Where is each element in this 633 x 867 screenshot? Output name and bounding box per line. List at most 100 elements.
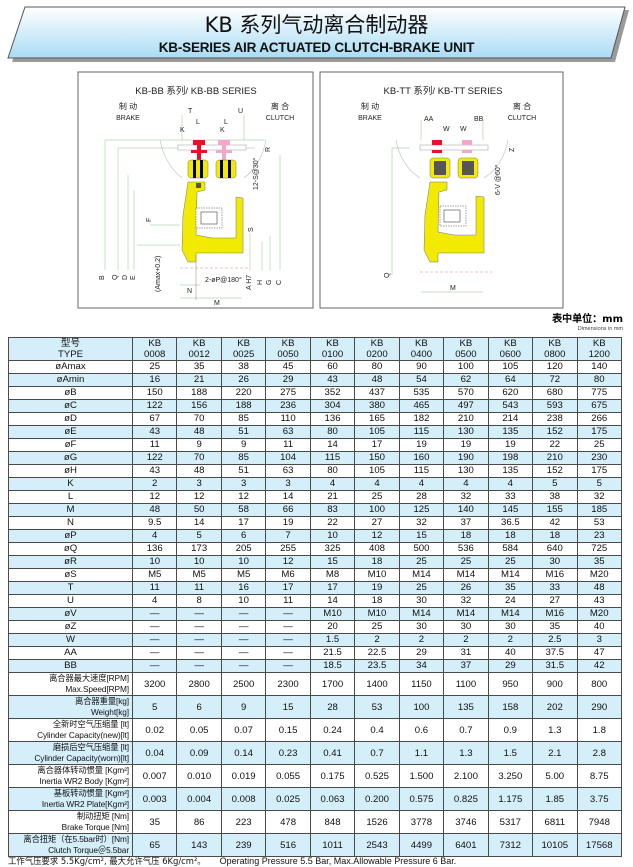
- table-cell: M10: [309, 607, 356, 621]
- table-cell: 17: [354, 438, 400, 452]
- table-cell: 0.025: [265, 787, 311, 811]
- table-cell: 0.7: [443, 718, 489, 742]
- table-cell: —: [220, 646, 267, 660]
- table-cell: 584: [487, 542, 534, 556]
- table-cell: 29: [487, 659, 534, 673]
- table-cell: 220: [220, 386, 267, 400]
- table-cell: 2300: [265, 672, 311, 696]
- table-cell: 158: [487, 695, 534, 719]
- table-cell: 0.6: [398, 718, 445, 742]
- table-cell: 2: [487, 633, 534, 647]
- table-cell: 28: [398, 490, 445, 504]
- table-cell: 104: [265, 451, 311, 465]
- table-cell: 5317: [487, 810, 534, 834]
- table-cell: 100: [354, 503, 400, 517]
- table-cell: 17568: [576, 833, 623, 857]
- table-cell: 2.1: [532, 741, 578, 765]
- row-label: øZ: [8, 620, 133, 634]
- title-banner: [7, 6, 629, 62]
- table-cell: 19: [443, 438, 489, 452]
- model-header-cell: KB 1200: [576, 337, 623, 361]
- table-cell: —: [131, 620, 178, 634]
- table-cell: 1.8: [576, 718, 623, 742]
- table-cell: 325: [309, 542, 356, 556]
- table-cell: 120: [532, 360, 578, 374]
- table-row: 离合扭矩（在5.5bar时）[Nm] Clutch Torque＠5.5bar 65…: [8, 833, 623, 857]
- table-cell: 1.5: [487, 741, 534, 765]
- table-cell: 37.5: [532, 646, 578, 660]
- table-row: BB — — — —18.5 23.5 34 37 29 31.5 42: [8, 659, 623, 673]
- table-cell: M14: [443, 607, 489, 621]
- table-cell: 30: [398, 594, 445, 608]
- table-cell: 115: [309, 451, 356, 465]
- table-cell: 11: [265, 594, 311, 608]
- dim-label: Q: [384, 272, 391, 278]
- row-label: øV: [8, 607, 133, 621]
- table-cell: 18: [354, 555, 400, 569]
- table-cell: 2: [443, 633, 489, 647]
- table-row: N 9.5 14 17 19 22 27 32 37 36.5 42 53: [8, 516, 623, 530]
- table-cell: 1.5: [309, 633, 356, 647]
- row-label: øR: [8, 555, 133, 569]
- table-cell: 0.525: [354, 764, 400, 788]
- dim-label: 2-øP@180°: [205, 276, 242, 284]
- table-cell: M6: [265, 568, 311, 582]
- table-cell: 33: [487, 490, 534, 504]
- table-cell: 3: [265, 477, 311, 491]
- table-cell: 31.5: [532, 659, 578, 673]
- table-cell: 725: [576, 542, 623, 556]
- dim-label: AA: [424, 116, 434, 123]
- table-cell: 43: [309, 373, 356, 387]
- table-cell: 43: [131, 464, 178, 478]
- table-cell: 1.175: [487, 787, 534, 811]
- table-cell: 130: [443, 464, 489, 478]
- table-cell: 4: [443, 477, 489, 491]
- table-row: øP 4 5 6 7 10 12 15 18 18 18 23: [8, 529, 623, 543]
- table-cell: 3746: [443, 810, 489, 834]
- header-type-cell: 型号 TYPE: [8, 337, 133, 361]
- table-cell: —: [176, 620, 222, 634]
- table-cell: 67: [131, 412, 178, 426]
- table-cell: 0.575: [398, 787, 445, 811]
- row-label: øP: [8, 529, 133, 543]
- table-row: øS M5 M5 M5 M6 M8 M10 M14 M14 M14 M16 M20: [8, 568, 623, 582]
- clutch-label-en: CLUTCH: [266, 115, 294, 122]
- table-row: 磨损后空气压缩量 [lt] Cylinder Capacity(worn)[lt]…: [8, 741, 623, 765]
- dim-label: Q: [112, 274, 119, 280]
- row-label: K: [8, 477, 133, 491]
- table-cell: 20: [309, 620, 356, 634]
- table-cell: 30: [443, 620, 489, 634]
- table-row: U 4 8 10 11 14 18 30 32 24 27 43: [8, 594, 623, 608]
- table-cell: 53: [576, 516, 623, 530]
- dim-label: W: [443, 126, 450, 133]
- table-cell: 10: [220, 555, 267, 569]
- row-label: 离合器重量[kg] Weight[kg]: [8, 695, 133, 719]
- table-cell: 680: [532, 386, 578, 400]
- table-cell: 198: [487, 451, 534, 465]
- table-row: W — — — —1.5 2 2 2 2 2.5 3: [8, 633, 623, 647]
- table-cell: M14: [443, 568, 489, 582]
- table-cell: 32: [443, 490, 489, 504]
- table-cell: 535: [398, 386, 445, 400]
- table-cell: 1.3: [532, 718, 578, 742]
- table-cell: 4: [131, 594, 178, 608]
- model-header-cell: KB 0200: [354, 337, 400, 361]
- model-header-cell: KB 0025: [220, 337, 267, 361]
- table-cell: 22: [532, 438, 578, 452]
- table-cell: 48: [176, 464, 222, 478]
- table-cell: 86: [176, 810, 222, 834]
- table-cell: 19: [398, 438, 445, 452]
- table-cell: —: [176, 659, 222, 673]
- table-row: 基板转动惯量 [Kgm²] Inertia WR2 Plate[Kgm²] 0.00…: [8, 787, 623, 811]
- model-header-cell: KB 0800: [532, 337, 578, 361]
- table-cell: 775: [576, 386, 623, 400]
- dim-label: W: [460, 126, 467, 133]
- table-cell: 5.00: [532, 764, 578, 788]
- table-cell: 10: [220, 594, 267, 608]
- table-cell: 64: [487, 373, 534, 387]
- table-cell: 17: [220, 516, 267, 530]
- table-cell: 19: [487, 438, 534, 452]
- table-cell: 0.41: [309, 741, 356, 765]
- table-cell: 29: [265, 373, 311, 387]
